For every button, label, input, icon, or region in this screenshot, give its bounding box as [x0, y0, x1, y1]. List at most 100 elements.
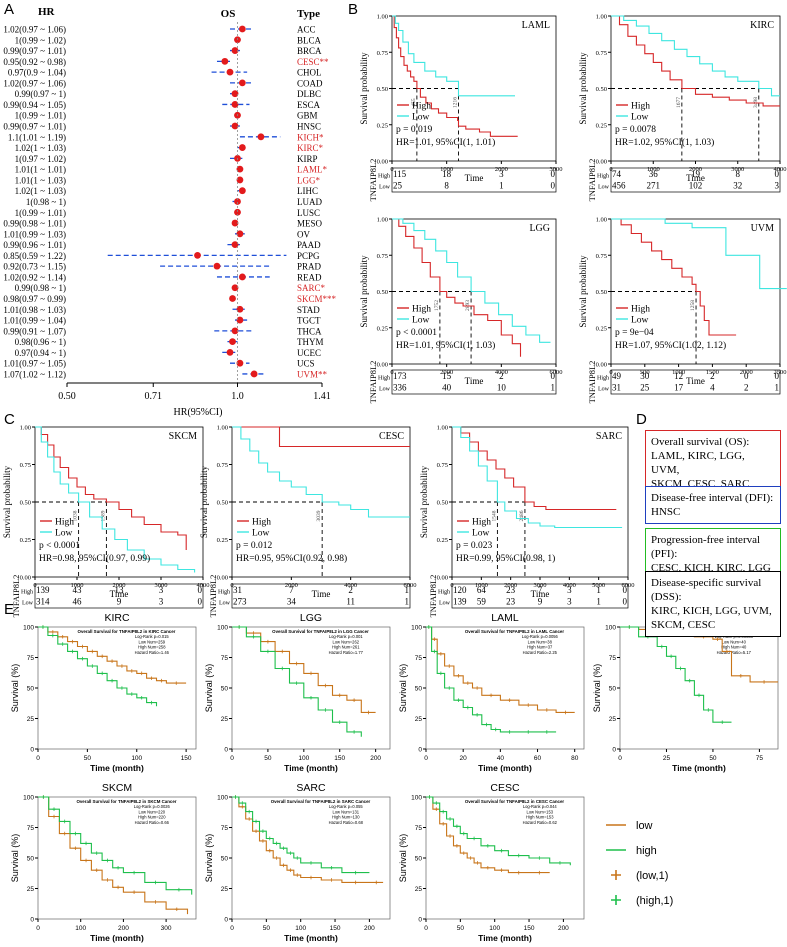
forest-row: 0.99(0.96 ~ 1.01) PAAD: [3, 240, 321, 250]
km-y-label: Survival probability: [578, 52, 588, 125]
km-risk-high-value: 0: [775, 371, 780, 381]
km-risk-high-value: 120: [453, 585, 467, 595]
forest-type-text: LGG*: [297, 175, 320, 185]
km-y-tick-label: 0.25: [217, 537, 228, 544]
km-y-label: Survival probability: [578, 255, 588, 328]
e-censor-mark: [274, 856, 279, 860]
e-censor-mark: [51, 630, 55, 634]
forest-hr-text: 0.99(0.97 ~ 1): [15, 89, 66, 99]
km-y-tick-label: 0.25: [596, 122, 607, 129]
e-censor-mark: [153, 900, 158, 904]
e-x-tick-label: 200: [364, 925, 375, 932]
km-risk-low-value: 0: [623, 597, 628, 607]
forest-point: [231, 90, 239, 98]
km-y-tick-label: 0.00: [217, 575, 228, 582]
forest-row: 1.02(0.97 ~ 1.06) ACC: [3, 25, 315, 35]
km-risk-low-value: 1: [551, 383, 556, 393]
e-censor-mark: [660, 644, 664, 649]
km-risk-high-value: 7: [289, 585, 294, 595]
km-risk-high-value: 30: [640, 371, 650, 381]
e-x-tick-label: 60: [534, 755, 542, 762]
km-risk-high-value: 18: [442, 169, 452, 179]
e-y-tick-label: 50: [221, 856, 229, 863]
e-plot-cesc: CESC 0 25 50 75 100 Survival (%) 0 50 100 150 200 Ti…: [398, 782, 585, 943]
e-x-tick-label: 0: [36, 925, 40, 932]
forest-point: [236, 165, 244, 173]
km-risk-low-label: Low: [598, 185, 610, 191]
forest-type-text: CHOL: [297, 68, 322, 78]
e-plot-lgg: LGG 0 25 50 75 100 Survival (%) 0 50 100 150 200 Tim…: [204, 612, 391, 773]
e-censor-mark: [486, 844, 490, 848]
forest-type-text: READ: [297, 272, 322, 282]
e-censor-mark: [441, 809, 445, 814]
e-censor-mark: [247, 817, 251, 821]
km-risk-low-value: 1: [499, 181, 504, 191]
e-censor-mark: [254, 829, 258, 833]
km-risk-low-value: 1: [596, 597, 601, 607]
km-x-tick-label: 2000: [689, 166, 702, 173]
km-legend-low: Low: [472, 529, 490, 539]
km-risk-low-value: 3: [567, 597, 572, 607]
km-risk-high-value: 115: [393, 169, 407, 179]
e-y-tick-label: 25: [609, 716, 617, 723]
type-header: Type: [297, 8, 320, 20]
km-risk-high-value: 64: [477, 585, 487, 595]
e-x-tick-label: 40: [497, 755, 505, 762]
e-frame: [425, 796, 585, 920]
forest-type-text: SARC*: [297, 283, 326, 293]
km-x-tick-label: 2000: [740, 369, 753, 376]
e-censor-mark: [237, 625, 241, 629]
e-censor-mark: [261, 829, 265, 833]
forest-row: 0.97(0.94 ~ 1) UCEC: [15, 348, 321, 358]
e-censor-mark: [563, 710, 568, 715]
km-legend-low: Low: [412, 316, 430, 326]
e-censor-mark: [84, 841, 88, 846]
forest-hr-text: 1.01(0.99 ~ 1.04): [3, 316, 66, 326]
km-y-tick-label: 0.50: [217, 500, 228, 507]
km-median-high-label: 1989: [100, 510, 106, 521]
forest-point: [231, 101, 239, 108]
e-legend-text: Low Num=153: [527, 809, 554, 814]
e-curve-high: [38, 796, 193, 895]
e-legend-text: Hazard Ratio=0.68: [329, 820, 364, 825]
forest-row: 1.1(1.01 ~ 1.19) KICH*: [8, 132, 324, 142]
e-censor-mark: [323, 708, 328, 712]
e-frame: [231, 626, 391, 750]
e-x-tick-label: 150: [181, 755, 192, 762]
e-legend-plus-icon: [611, 870, 621, 880]
e-censor-mark: [105, 858, 110, 863]
km-x-label: Time: [110, 589, 129, 599]
km-x-tick-label: 3000: [155, 582, 168, 589]
e-censor-mark: [110, 659, 114, 663]
km-risk-high-value: 139: [36, 585, 50, 595]
forest-type-text: LAML*: [297, 165, 327, 175]
e-censor-mark: [687, 678, 692, 683]
km-risk-high-label: High: [597, 174, 609, 180]
e-censor-mark: [669, 654, 673, 659]
e-x-tick-label: 100: [295, 925, 306, 932]
km-risk-high-label: High: [378, 174, 390, 180]
e-title: LAML: [491, 612, 519, 624]
e-y-tick-label: 75: [415, 825, 423, 832]
forest-hr-text: 0.85(0.59 ~ 1.22): [3, 251, 66, 261]
e-curve-high: [426, 796, 571, 866]
e-censor-mark: [52, 807, 56, 811]
e-y-tick-label: 75: [415, 655, 423, 662]
km-legend-high: High: [472, 518, 491, 528]
km-legend-high: High: [55, 518, 74, 528]
forest-type-text: UVM**: [297, 369, 328, 379]
km-y-label: Survival probability: [199, 465, 209, 538]
km-risk-low-label: Low: [219, 601, 231, 607]
km-risk-low-value: 456: [612, 181, 626, 191]
forest-hr-text: 1.07(1.02 ~ 1.12): [3, 369, 66, 379]
km-y-tick-label: 1.00: [377, 217, 388, 224]
e-y-tick-label: 50: [27, 856, 35, 863]
km-x-tick-label: 2000: [113, 582, 126, 589]
e-censor-mark: [720, 720, 725, 724]
km-x-tick-label: 2000: [440, 369, 453, 376]
e-legend-text: Overall Survival for TNFAIP8L2 in SKCM C…: [76, 799, 176, 804]
e-legend-text: Log-Rank p=0.0026: [134, 804, 171, 809]
e-censor-mark: [374, 880, 379, 885]
